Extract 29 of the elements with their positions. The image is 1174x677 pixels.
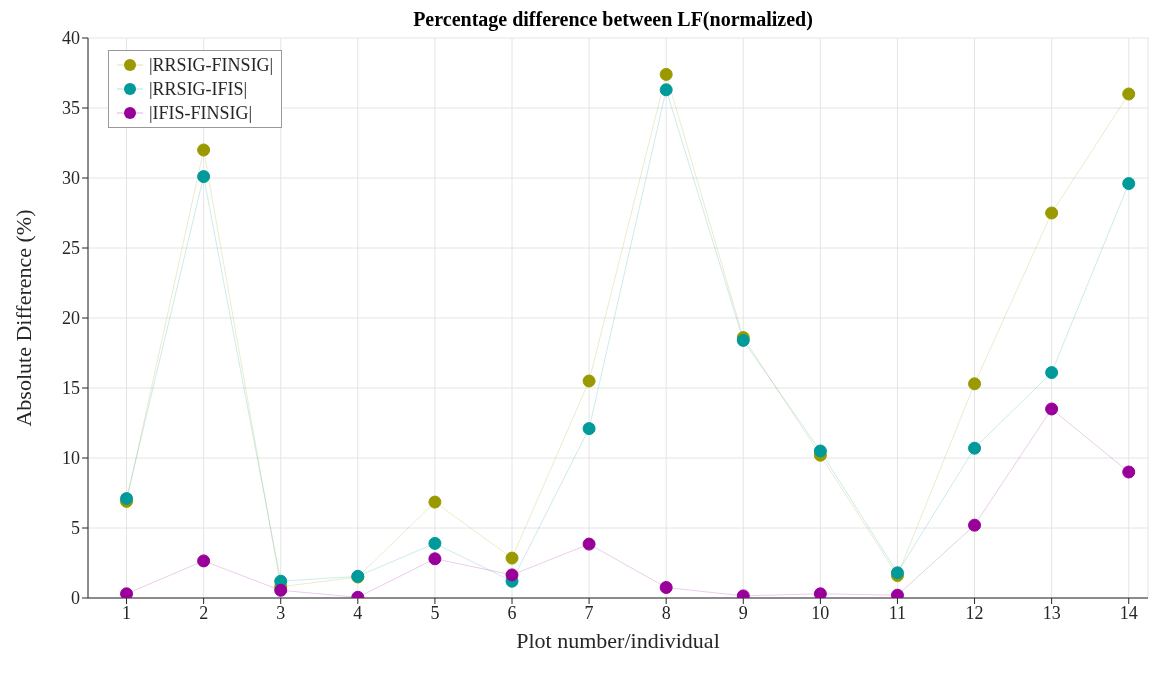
legend-label: |RRSIG-FINSIG|	[149, 54, 274, 77]
x-tick-label: 8	[661, 602, 671, 623]
x-tick-label: 4	[353, 602, 363, 623]
y-tick-label: 25	[62, 238, 80, 259]
x-tick-label: 6	[507, 602, 517, 623]
legend-label: |IFIS-FINSIG|	[149, 102, 253, 125]
x-tick-label: 11	[888, 602, 907, 623]
x-tick-label: 1	[122, 602, 132, 623]
y-tick-label: 15	[62, 378, 80, 399]
y-tick-label: 5	[71, 518, 80, 539]
y-tick-label: 40	[62, 28, 80, 49]
y-axis-title: Absolute Difference (%)	[10, 209, 36, 427]
x-axis-title: Plot number/individual	[516, 628, 720, 653]
y-tick-label: 35	[62, 98, 80, 119]
x-tick-label: 7	[584, 602, 594, 623]
x-tick-label: 14	[1119, 602, 1138, 623]
x-tick-label: 3	[276, 602, 286, 623]
x-tick-label: 13	[1042, 602, 1061, 623]
legend-label: |RRSIG-IFIS|	[149, 78, 248, 101]
x-tick-label: 5	[430, 602, 440, 623]
x-tick-label: 12	[965, 602, 984, 623]
x-tick-label: 9	[738, 602, 748, 623]
x-tick-label: 2	[199, 602, 209, 623]
y-tick-label: 0	[71, 588, 80, 609]
y-tick-label: 30	[62, 168, 80, 189]
chart-title: Percentage difference between LF(normalized)	[413, 8, 813, 30]
x-tick-label: 10	[811, 602, 830, 623]
y-tick-label: 20	[62, 308, 80, 329]
y-tick-label: 10	[62, 448, 80, 469]
